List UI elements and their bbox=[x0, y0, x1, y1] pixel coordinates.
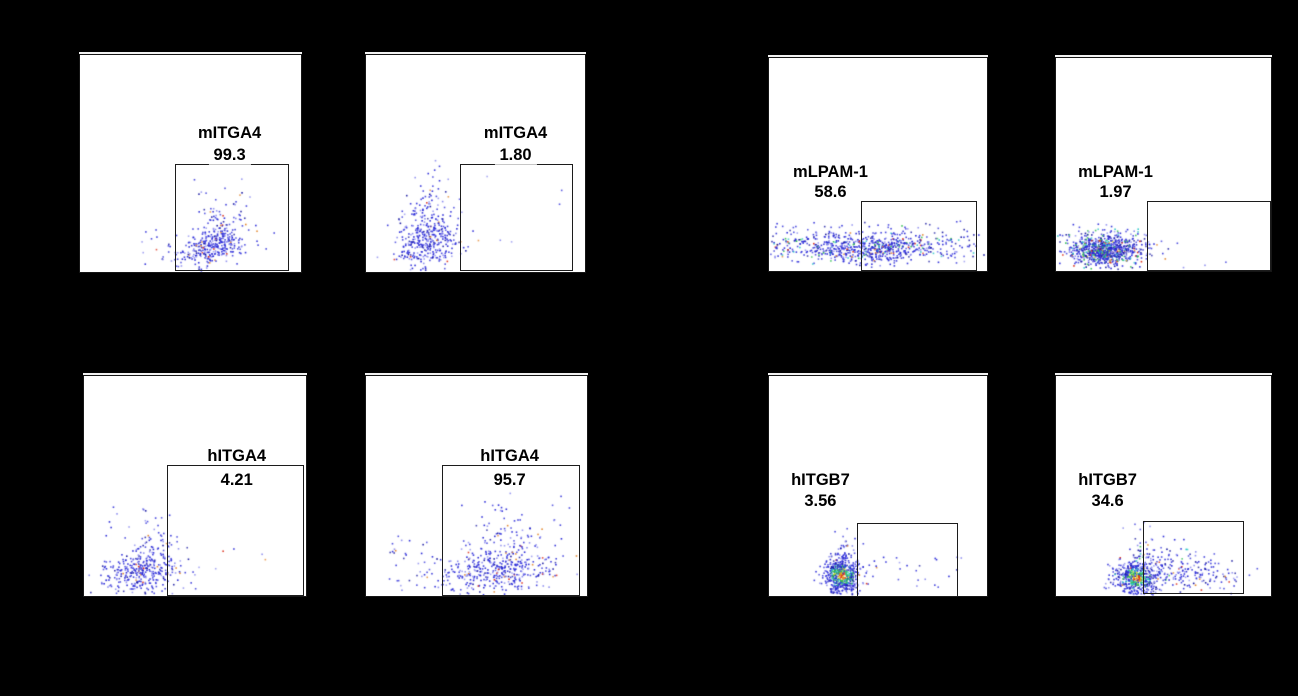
marker-label: mITGA4 bbox=[483, 123, 548, 142]
scatter-canvas bbox=[769, 58, 987, 272]
plot-frame: mITGA4 1.80 bbox=[365, 54, 586, 273]
marker-label: mLPAM-1 bbox=[793, 163, 868, 182]
scatter-canvas bbox=[1056, 58, 1271, 272]
plot-frame: mLPAM-1 58.6 bbox=[768, 57, 988, 272]
gate-rect bbox=[442, 464, 581, 597]
gate-rect bbox=[861, 200, 977, 272]
percent-label: 34.6 bbox=[1091, 492, 1124, 511]
scatter-canvas bbox=[366, 55, 585, 273]
flow-plot-6: hITGA4 95.7 bbox=[365, 373, 588, 597]
plot-frame: mITGA4 99.3 bbox=[79, 54, 302, 273]
flow-plot-3: mLPAM-1 58.6 bbox=[768, 55, 988, 272]
gate-rect bbox=[460, 164, 574, 272]
scatter-canvas bbox=[1056, 376, 1271, 597]
percent-label: 1.80 bbox=[494, 146, 537, 165]
scatter-canvas bbox=[366, 376, 587, 597]
marker-label: mLPAM-1 bbox=[1078, 163, 1153, 182]
marker-label: hITGB7 bbox=[1078, 470, 1137, 489]
marker-label: hITGA4 bbox=[207, 446, 267, 465]
percent-label: 99.3 bbox=[208, 146, 251, 165]
flow-plot-2: mITGA4 1.80 bbox=[365, 52, 586, 273]
plot-frame: hITGB7 3.56 bbox=[768, 375, 988, 597]
flow-plot-7: hITGB7 3.56 bbox=[768, 373, 988, 597]
plot-frame: hITGA4 4.21 bbox=[83, 375, 307, 597]
marker-label: hITGA4 bbox=[480, 446, 539, 465]
gate-rect bbox=[167, 464, 304, 597]
flow-plot-5: hITGA4 4.21 bbox=[83, 373, 307, 597]
percent-label: 1.97 bbox=[1099, 182, 1132, 201]
plot-frame: hITGA4 95.7 bbox=[365, 375, 588, 597]
scatter-canvas bbox=[769, 376, 987, 597]
flow-plot-4: mLPAM-1 1.97 bbox=[1055, 55, 1272, 272]
plot-frame: mLPAM-1 1.97 bbox=[1055, 57, 1272, 272]
gate-rect bbox=[1147, 200, 1272, 272]
marker-label: hITGB7 bbox=[791, 470, 850, 489]
plot-frame: hITGB7 34.6 bbox=[1055, 375, 1272, 597]
percent-label: 3.56 bbox=[804, 492, 837, 511]
gate-rect bbox=[175, 164, 290, 272]
percent-label: 58.6 bbox=[814, 182, 847, 201]
flow-plot-8: hITGB7 34.6 bbox=[1055, 373, 1272, 597]
gate-rect bbox=[857, 522, 959, 597]
scatter-canvas bbox=[84, 376, 306, 597]
percent-label: 95.7 bbox=[493, 470, 526, 489]
gate-rect bbox=[1143, 520, 1245, 595]
percent-label: 4.21 bbox=[220, 470, 253, 489]
marker-label: mITGA4 bbox=[197, 123, 262, 142]
scatter-canvas bbox=[80, 55, 301, 273]
flow-plot-1: mITGA4 99.3 bbox=[79, 52, 302, 273]
